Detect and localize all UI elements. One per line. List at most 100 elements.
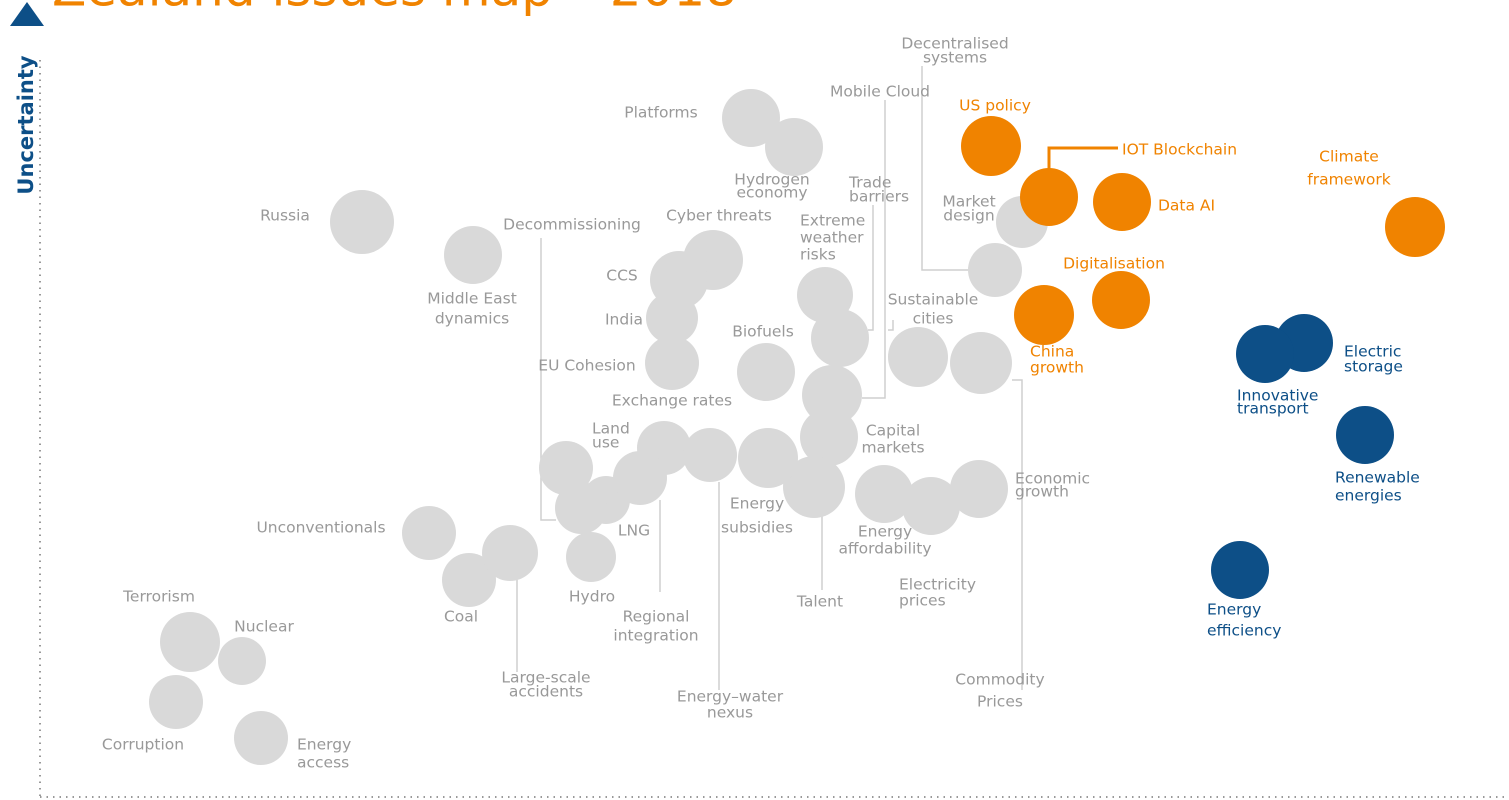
issue-label: use <box>592 434 619 452</box>
issue-label: India <box>605 311 643 329</box>
issue-label: prices <box>899 592 946 610</box>
issue-label: Digitalisation <box>1063 255 1165 273</box>
issue-label: Platforms <box>624 104 697 122</box>
issue-label: Land <box>592 420 630 438</box>
issue-label: integration <box>613 627 698 645</box>
issue-bubble <box>950 460 1008 518</box>
issue-label: Energy <box>1207 601 1261 619</box>
issue-bubble <box>613 451 667 505</box>
issue-label: China <box>1030 343 1074 361</box>
issue-label: energies <box>1335 487 1402 505</box>
issue-label: Large-scale <box>501 669 590 687</box>
issue-label: transport <box>1237 400 1309 418</box>
issue-bubble <box>402 506 456 560</box>
issue-bubble <box>442 553 496 607</box>
issue-label: Mobile Cloud <box>830 83 930 101</box>
issue-bubble <box>1093 173 1151 231</box>
issue-label: CCS <box>606 267 637 285</box>
issue-label: economy <box>736 184 807 202</box>
issue-label: Middle East <box>427 290 517 308</box>
issue-bubble <box>722 89 780 147</box>
issue-label: markets <box>861 439 924 457</box>
issue-label: Biofuels <box>732 323 794 341</box>
issue-label: Trade <box>848 174 891 192</box>
issue-label: Energy <box>730 495 784 513</box>
issue-label: Hydro <box>569 588 615 606</box>
issue-bubble <box>800 408 858 466</box>
issue-label: Energy <box>297 736 351 754</box>
issue-label: Exchange rates <box>612 392 732 410</box>
issue-label: Hydrogen <box>734 171 809 189</box>
issue-bubble <box>737 343 795 401</box>
issue-label: Talent <box>796 593 843 611</box>
issue-label: growth <box>1015 483 1069 501</box>
issue-label: Energy <box>858 523 912 541</box>
issue-bubble <box>218 637 266 685</box>
issue-label: cities <box>913 310 954 328</box>
issue-label: Unconventionals <box>256 519 385 537</box>
issue-label: Extreme <box>800 212 865 230</box>
leader-lines <box>516 66 1118 690</box>
issue-label: Energy–water <box>677 688 784 706</box>
issue-label: Commodity <box>955 671 1044 689</box>
issue-bubble <box>566 532 616 582</box>
issue-label: IOT Blockchain <box>1122 141 1237 159</box>
issue-label: Electric <box>1344 343 1401 361</box>
issue-bubble <box>234 711 288 765</box>
issue-label: accidents <box>509 683 583 701</box>
issue-bubble <box>797 267 853 323</box>
issue-label: access <box>297 754 349 772</box>
issue-bubble <box>765 118 823 176</box>
issue-label: efficiency <box>1207 622 1281 640</box>
issue-label: Regional <box>623 608 690 626</box>
issue-bubble <box>902 477 960 535</box>
issue-bubble <box>961 116 1021 176</box>
issue-label: Corruption <box>102 736 184 754</box>
issue-label: Nuclear <box>234 618 294 636</box>
issue-label: Russia <box>260 207 310 225</box>
issue-bubble <box>160 612 220 672</box>
issue-label: Innovative <box>1237 387 1318 405</box>
issue-bubble <box>1385 197 1445 257</box>
issue-bubble <box>811 309 869 367</box>
issue-label: storage <box>1344 358 1403 376</box>
issue-bubble <box>1236 325 1294 383</box>
issue-bubble <box>539 441 593 495</box>
issue-bubble <box>1336 406 1394 464</box>
issue-label: Renewable <box>1335 469 1420 487</box>
issue-bubble <box>444 226 502 284</box>
issue-label: Decommissioning <box>503 216 641 234</box>
issue-label: barriers <box>849 188 909 206</box>
issue-bubble <box>1020 168 1078 226</box>
issue-bubble <box>968 243 1022 297</box>
issue-label: Data AI <box>1158 197 1215 215</box>
issue-label: weather <box>800 229 864 247</box>
issue-bubble <box>1014 285 1074 345</box>
issue-label: Coal <box>444 608 478 626</box>
issue-bubble <box>1211 541 1269 599</box>
issue-label: nexus <box>707 704 753 722</box>
issue-label: Sustainable <box>888 291 979 309</box>
issue-label: systems <box>923 49 987 67</box>
issue-bubble <box>783 456 845 518</box>
chart-title: Zealand issues map – 2018 <box>52 0 737 18</box>
issue-bubble <box>888 327 948 387</box>
issue-label: Capital <box>866 422 920 440</box>
issue-bubble <box>555 482 607 534</box>
issue-bubble <box>646 292 698 344</box>
issue-label: Market <box>942 193 995 211</box>
issue-label: dynamics <box>435 310 509 328</box>
issue-label: US policy <box>959 97 1031 115</box>
issue-label: EU Cohesion <box>538 357 635 375</box>
issue-bubble <box>330 190 394 254</box>
y-axis-label: Uncertainty <box>14 55 38 194</box>
issue-label: risks <box>800 246 836 264</box>
issue-label: LNG <box>618 522 650 540</box>
issue-bubble <box>683 428 737 482</box>
axis-arrow <box>10 2 44 26</box>
issue-bubble <box>802 365 862 425</box>
issue-label: affordability <box>838 540 931 558</box>
issue-bubble <box>1092 271 1150 329</box>
issue-bubble <box>149 675 203 729</box>
issue-bubble <box>645 336 699 390</box>
